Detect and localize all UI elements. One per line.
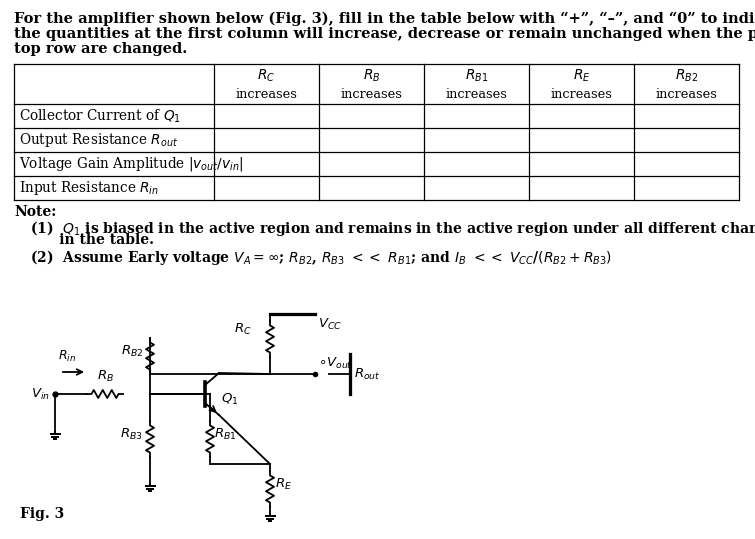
Text: Note:: Note: <box>14 205 57 219</box>
Text: (1)  $Q_1$ is biased in the active region and remains in the active region under: (1) $Q_1$ is biased in the active region… <box>30 219 755 238</box>
Text: $R_B$: $R_B$ <box>363 68 381 84</box>
Text: $R_{B1}$: $R_{B1}$ <box>465 68 488 84</box>
Text: $R_E$: $R_E$ <box>573 68 590 84</box>
Text: in the table.: in the table. <box>30 233 154 247</box>
Text: increases: increases <box>236 87 297 100</box>
Text: $R_{B1}$: $R_{B1}$ <box>214 426 236 441</box>
Text: $R_C$: $R_C$ <box>257 68 276 84</box>
Text: $V_{CC}$: $V_{CC}$ <box>318 317 342 332</box>
Text: $\circ V_{out}$: $\circ V_{out}$ <box>318 356 353 371</box>
Text: $R_{in}$: $R_{in}$ <box>58 349 76 364</box>
Text: increases: increases <box>550 87 612 100</box>
Text: the quantities at the first column will increase, decrease or remain unchanged w: the quantities at the first column will … <box>14 27 755 41</box>
Text: top row are changed.: top row are changed. <box>14 42 187 56</box>
Text: Voltage Gain Amplitude $|v_{out}/v_{in}|$: Voltage Gain Amplitude $|v_{out}/v_{in}|… <box>19 155 244 173</box>
Text: increases: increases <box>655 87 717 100</box>
Text: increases: increases <box>445 87 507 100</box>
Text: $Q_1$: $Q_1$ <box>221 391 239 406</box>
Text: $R_B$: $R_B$ <box>97 369 113 384</box>
Text: (2)  Assume Early voltage $V_A = \infty$; $R_{B2}$, $R_{B3}$ $<<$ $R_{B1}$; and : (2) Assume Early voltage $V_A = \infty$;… <box>30 248 612 267</box>
Text: $R_{out}$: $R_{out}$ <box>354 367 381 382</box>
Text: $R_E$: $R_E$ <box>275 476 292 492</box>
Text: Input Resistance $R_{in}$: Input Resistance $R_{in}$ <box>19 179 159 197</box>
Text: Output Resistance $R_{out}$: Output Resistance $R_{out}$ <box>19 131 178 149</box>
Text: $R_{B2}$: $R_{B2}$ <box>121 343 143 358</box>
Text: $R_C$: $R_C$ <box>234 321 252 336</box>
Text: Collector Current of $Q_1$: Collector Current of $Q_1$ <box>19 107 181 125</box>
Text: $R_{B3}$: $R_{B3}$ <box>120 426 143 441</box>
Text: For the amplifier shown below (Fig. 3), fill in the table below with “+”, “–”, a: For the amplifier shown below (Fig. 3), … <box>14 12 755 26</box>
Text: $V_{in}$: $V_{in}$ <box>31 386 50 402</box>
Text: Fig. 3: Fig. 3 <box>20 507 64 521</box>
Text: increases: increases <box>341 87 402 100</box>
Text: $R_{B2}$: $R_{B2}$ <box>675 68 698 84</box>
